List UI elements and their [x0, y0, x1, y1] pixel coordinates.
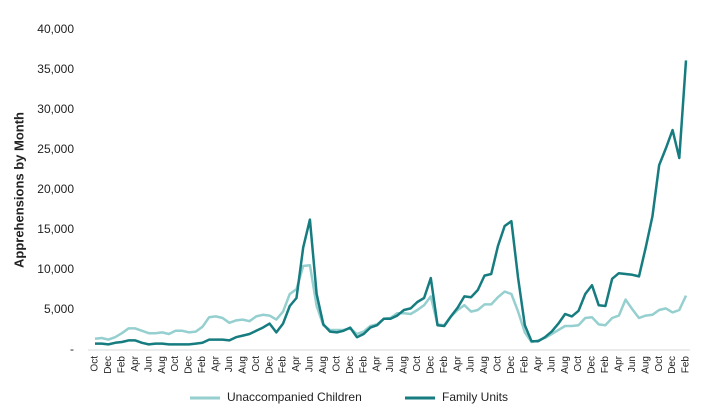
series-line — [95, 60, 688, 346]
x-tick-label: Oct — [251, 356, 262, 372]
x-tick-label: Jun — [546, 356, 557, 372]
x-tick-label: Apr — [291, 355, 302, 371]
x-tick-label: Feb — [600, 356, 611, 374]
x-tick-label: Feb — [519, 356, 530, 374]
y-tick-label: 10,000 — [37, 262, 74, 276]
y-tick-label: 35,000 — [37, 62, 74, 76]
y-tick-label: 25,000 — [37, 142, 74, 156]
y-tick-label: 5,000 — [44, 302, 74, 316]
y-tick-label: 30,000 — [37, 102, 74, 116]
x-tick-label: Oct — [412, 356, 423, 372]
x-tick-label: Dec — [184, 356, 195, 374]
x-tick-label: Feb — [117, 356, 128, 374]
x-tick-label: Aug — [560, 356, 571, 374]
x-tick-label: Jun — [466, 356, 477, 372]
x-tick-label: Apr — [452, 355, 463, 371]
x-tick-label: Apr — [613, 355, 624, 371]
x-tick-label: Dec — [587, 356, 598, 374]
x-tick-label: Aug — [157, 356, 168, 374]
legend-label: Unaccompanied Children — [227, 390, 362, 404]
x-tick-label: Oct — [331, 356, 342, 372]
x-tick-label: Dec — [506, 356, 517, 374]
x-tick-label: Oct — [493, 356, 504, 372]
y-tick-label: - — [70, 342, 74, 356]
x-tick-label: Apr — [130, 355, 141, 371]
x-tick-label: Dec — [103, 356, 114, 374]
x-tick-label: Oct — [573, 356, 584, 372]
x-tick-label: Feb — [358, 356, 369, 374]
x-tick-label: Jun — [385, 356, 396, 372]
y-tick-label: 40,000 — [37, 22, 74, 36]
x-tick-label: Oct — [654, 356, 665, 372]
x-tick-label: Apr — [533, 355, 544, 371]
x-tick-label: Jun — [627, 356, 638, 372]
y-tick-label: 20,000 — [37, 182, 74, 196]
x-tick-label: Feb — [278, 356, 289, 374]
x-tick-label: Jun — [143, 356, 154, 372]
x-tick-label: Feb — [439, 356, 450, 374]
x-tick-label: Apr — [211, 355, 222, 371]
y-axis-label: Apprehensions by Month — [11, 112, 26, 268]
x-tick-label: Aug — [399, 356, 410, 374]
x-tick-label: Oct — [90, 356, 101, 372]
x-tick-label: Oct — [170, 356, 181, 372]
x-tick-label: Feb — [197, 356, 208, 374]
y-tick-label: 15,000 — [37, 222, 74, 236]
x-tick-label: Dec — [425, 356, 436, 374]
x-tick-label: Aug — [237, 356, 248, 374]
x-tick-label: Feb — [681, 356, 692, 374]
x-tick-label: Dec — [345, 356, 356, 374]
x-tick-label: Dec — [667, 356, 678, 374]
x-tick-label: Aug — [479, 356, 490, 374]
x-tick-label: Aug — [318, 356, 329, 374]
x-tick-label: Jun — [305, 356, 316, 372]
x-tick-label: Apr — [372, 355, 383, 371]
x-tick-label: Jun — [224, 356, 235, 372]
x-tick-label: Aug — [640, 356, 651, 374]
x-tick-label: Dec — [264, 356, 275, 374]
legend-label: Family Units — [442, 390, 508, 404]
